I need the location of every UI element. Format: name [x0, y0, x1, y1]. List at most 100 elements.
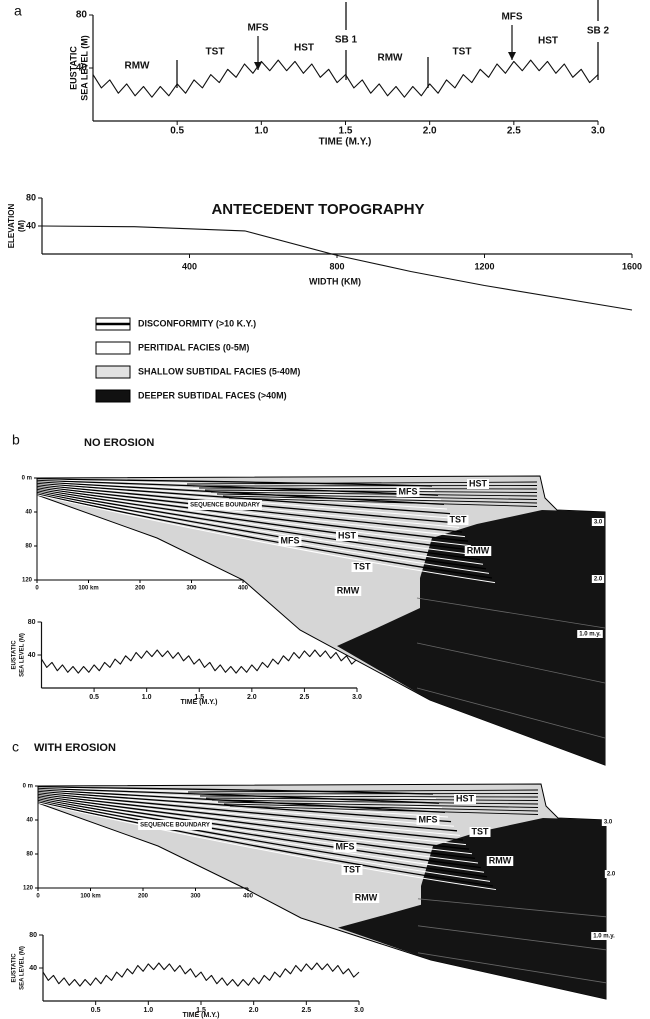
y-axis-label: EUSTATIC: [12, 640, 18, 670]
x-tick-label: 3.0: [352, 694, 362, 701]
platform-streak: [187, 789, 539, 793]
y-tick-label: 80: [76, 10, 88, 21]
layer-line: [37, 799, 488, 878]
facies-label-bg: [333, 842, 357, 852]
width-tick-label: 200: [138, 894, 149, 900]
annotation-bg: [332, 34, 360, 46]
layer-line: [37, 793, 464, 841]
chart-title: ANTECEDENT TOPOGRAPHY: [211, 201, 424, 218]
facies-label-bg: [416, 815, 440, 825]
x-tick-label: 0.5: [170, 126, 184, 137]
facies-label: TST: [344, 864, 362, 874]
section-title: WITH EROSION: [34, 742, 116, 754]
y-axis-label: SEA LEVEL (M): [20, 946, 26, 990]
annotation-bg: [244, 22, 272, 34]
y-axis-label: SEA LEVEL (M): [20, 633, 26, 677]
legend-swatch: [95, 341, 131, 355]
x-axis-label: TIME (M.Y.): [181, 699, 218, 706]
facies-label-bg: [278, 536, 302, 546]
facies-label-bg: [454, 794, 476, 804]
age-label: 2.0: [594, 577, 603, 583]
width-tick-label: 0: [35, 586, 39, 592]
x-tick-label: 2.5: [300, 694, 310, 701]
depth-tick-label: 80: [26, 852, 33, 858]
y-tick-label: 40: [76, 63, 88, 74]
annotation: SB 1: [335, 35, 358, 46]
layer-line: [36, 488, 472, 547]
layer-line: [37, 792, 458, 832]
facies-label: TST: [450, 514, 468, 524]
facies-label: HST: [338, 530, 357, 540]
annotation-bg: [448, 46, 476, 58]
facies-label-bg: [351, 562, 373, 572]
mfs-arrowhead: [254, 62, 262, 70]
y-tick-label: 40: [29, 965, 37, 972]
facies-label-bg: [188, 500, 262, 510]
depth-tick-label: 80: [25, 544, 32, 550]
y-axis-label: ELEVATION: [7, 203, 16, 248]
x-tick-label: 800: [329, 261, 344, 271]
layer-line: [37, 786, 434, 795]
x-tick-label: 2.0: [249, 1007, 259, 1014]
x-axis-label: WIDTH (KM): [309, 276, 361, 286]
x-tick-label: 2.5: [507, 126, 521, 137]
annotation: SB 2: [587, 26, 610, 37]
facies-label: TST: [354, 561, 372, 571]
layer-line: [37, 800, 491, 882]
x-tick-label: 1.5: [196, 1007, 206, 1014]
platform-streak: [223, 803, 539, 812]
annotation: TST: [206, 47, 225, 58]
annotation: RMW: [125, 61, 151, 72]
annotation: HST: [538, 36, 558, 47]
facies-label: MFS: [281, 535, 300, 545]
depth-tick-label: 40: [25, 510, 32, 516]
y-tick-label: 40: [28, 652, 36, 659]
facies-label: MFS: [419, 814, 438, 824]
layer-line: [36, 482, 451, 515]
annotation-bg: [201, 46, 229, 58]
y-axis-label: (M): [17, 220, 26, 232]
x-tick-label: 1.0: [254, 126, 268, 137]
x-tick-label: 1.5: [194, 694, 204, 701]
age-label: 3.0: [594, 520, 603, 526]
age-label: 2.0: [607, 872, 616, 878]
layer-line: [36, 485, 460, 528]
layer-line: [36, 490, 481, 561]
x-axis-label: TIME (M.Y.): [319, 137, 372, 148]
time-line: [417, 898, 607, 918]
facies-label: RMW: [337, 585, 360, 595]
series-line: [41, 225, 633, 311]
y-axis-label: EUSTATIC: [12, 953, 18, 983]
layer-line: [36, 489, 478, 556]
panel-label: b: [12, 432, 20, 448]
annotation-bg: [584, 25, 612, 37]
layer-line: [36, 479, 436, 492]
legend: DISCONFORMITY (>10 K.Y.) PERITIDAL FACIE…: [95, 317, 300, 403]
layer-line: [36, 486, 466, 538]
x-tick-label: 1600: [622, 261, 642, 271]
layer-line: [36, 493, 493, 579]
annotation: RMW: [378, 53, 404, 64]
depth-tick-label: 0 m: [22, 476, 32, 482]
series-line: [41, 649, 358, 674]
layer-line: [36, 488, 475, 552]
platform-streak: [193, 793, 539, 795]
x-tick-label: 0.5: [91, 1007, 101, 1014]
facies-label-bg: [396, 487, 420, 497]
width-tick-label: 300: [186, 586, 197, 592]
facies-label: SEQUENCE BOUNDARY: [190, 503, 260, 509]
platform-streak: [229, 805, 539, 815]
facies-label-bg: [464, 546, 492, 556]
platform-streak: [205, 797, 539, 801]
layer-line: [36, 492, 490, 574]
layer-line: [37, 795, 470, 850]
legend-swatch: [95, 365, 131, 379]
age-label-bg: [604, 870, 618, 878]
layer-line: [37, 799, 485, 873]
time-line: [416, 687, 606, 739]
legend-label: DEEPER SUBTIDAL FACES (>40M): [138, 390, 287, 400]
width-tick-label: 300: [190, 894, 201, 900]
depth-tick-label: 120: [22, 578, 33, 584]
legend-label: DISCONFORMITY (>10 K.Y.): [138, 318, 256, 328]
